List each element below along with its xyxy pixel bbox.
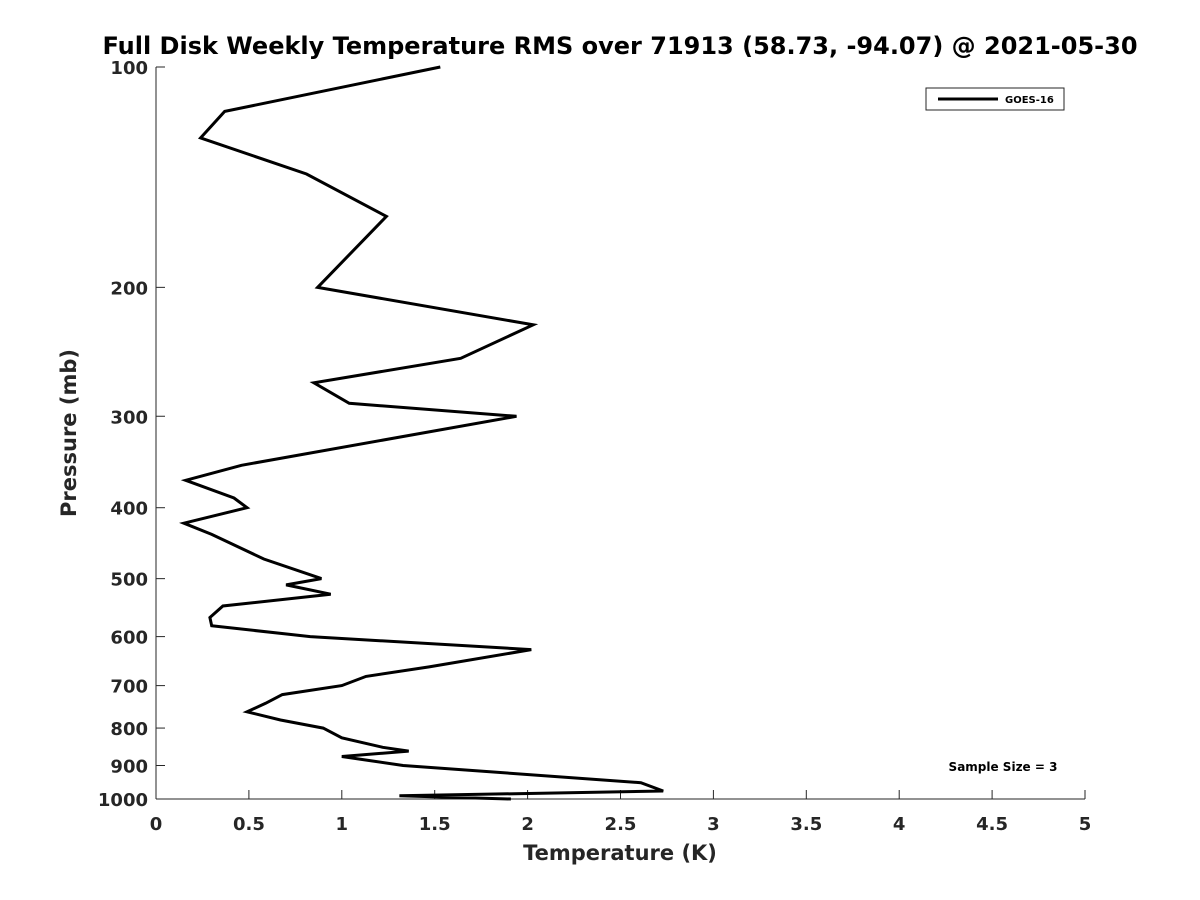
x-tick-label: 2.5 <box>605 814 637 835</box>
x-tick-label: 4 <box>893 814 906 835</box>
y-tick-label: 1000 <box>98 790 148 811</box>
plot-area <box>156 67 1085 799</box>
y-tick-label: 300 <box>110 407 148 428</box>
x-tick-label: 0 <box>150 814 163 835</box>
x-axis-ticks: 0 0.5 1 1.5 2 2.5 3 3.5 4 4.5 5 <box>150 790 1092 835</box>
y-tick-label: 100 <box>110 58 148 79</box>
x-tick-label: 2 <box>521 814 534 835</box>
y-axis-ticks: 100 200 300 400 500 600 700 800 900 1000 <box>98 58 165 811</box>
y-axis-label: Pressure (mb) <box>57 349 81 517</box>
legend: GOES-16 <box>925 87 1065 111</box>
x-tick-label: 4.5 <box>976 814 1008 835</box>
series-line-goes-16 <box>179 65 664 801</box>
x-tick-label: 5 <box>1079 814 1092 835</box>
y-tick-label: 900 <box>110 757 148 778</box>
y-tick-label: 700 <box>110 677 148 698</box>
y-tick-label: 400 <box>110 499 148 520</box>
x-tick-label: 1.5 <box>419 814 451 835</box>
x-tick-label: 3 <box>707 814 720 835</box>
y-tick-label: 500 <box>110 570 148 591</box>
x-tick-label: 3.5 <box>790 814 822 835</box>
x-tick-label: 0.5 <box>233 814 265 835</box>
y-tick-label: 200 <box>110 278 148 299</box>
sample-size-annotation: Sample Size = 3 <box>949 760 1058 774</box>
y-tick-label: 600 <box>110 628 148 649</box>
x-axis-label: Temperature (K) <box>523 841 717 865</box>
x-tick-label: 1 <box>336 814 349 835</box>
legend-label-goes-16: GOES-16 <box>1005 95 1054 106</box>
y-tick-label: 800 <box>110 719 148 740</box>
chart-title: Full Disk Weekly Temperature RMS over 71… <box>102 32 1137 60</box>
